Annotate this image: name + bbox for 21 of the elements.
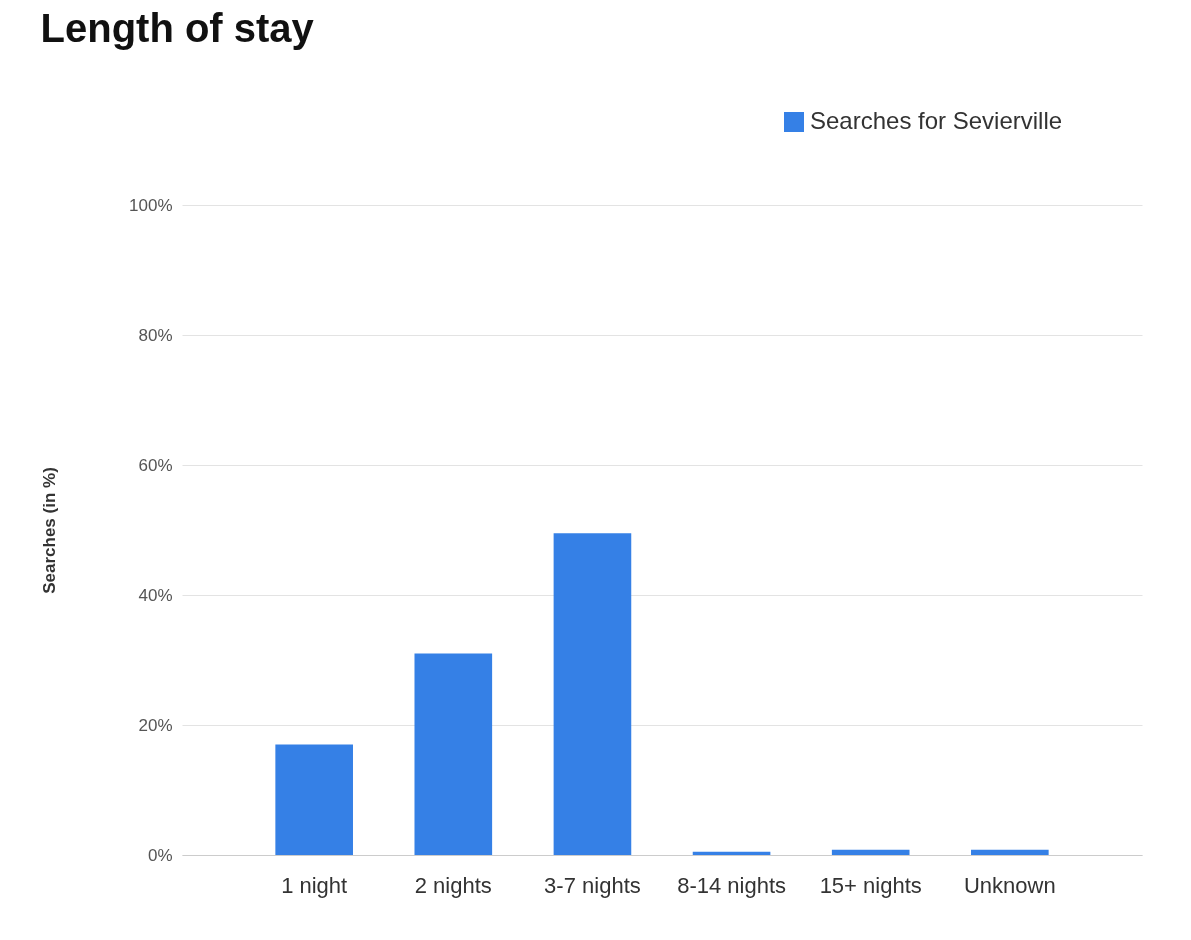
y-tick-label: 60% <box>138 455 173 475</box>
x-tick-label: 8-14 nights <box>677 872 786 898</box>
bar <box>553 533 632 855</box>
bar <box>971 849 1049 855</box>
chart-title: Length of stay <box>40 6 315 50</box>
bar <box>414 653 493 855</box>
bar <box>831 849 910 855</box>
y-tick-label: 0% <box>147 845 173 865</box>
y-tick-label: 80% <box>138 325 173 345</box>
y-tick-label: 40% <box>138 585 173 605</box>
bar <box>275 744 353 855</box>
bar <box>692 851 771 855</box>
y-tick-label: 100% <box>129 195 173 215</box>
y-tick-label: 20% <box>138 715 173 735</box>
x-tick-label: 15+ nights <box>819 872 922 898</box>
x-tick-label: 1 night <box>281 872 348 898</box>
x-tick-label: 2 nights <box>414 872 492 898</box>
legend-label: Searches for Sevierville <box>810 107 1063 134</box>
x-tick-label: 3-7 nights <box>544 872 641 898</box>
y-axis-title: Searches (in %) <box>40 467 60 594</box>
x-tick-label: Unknown <box>963 872 1056 898</box>
